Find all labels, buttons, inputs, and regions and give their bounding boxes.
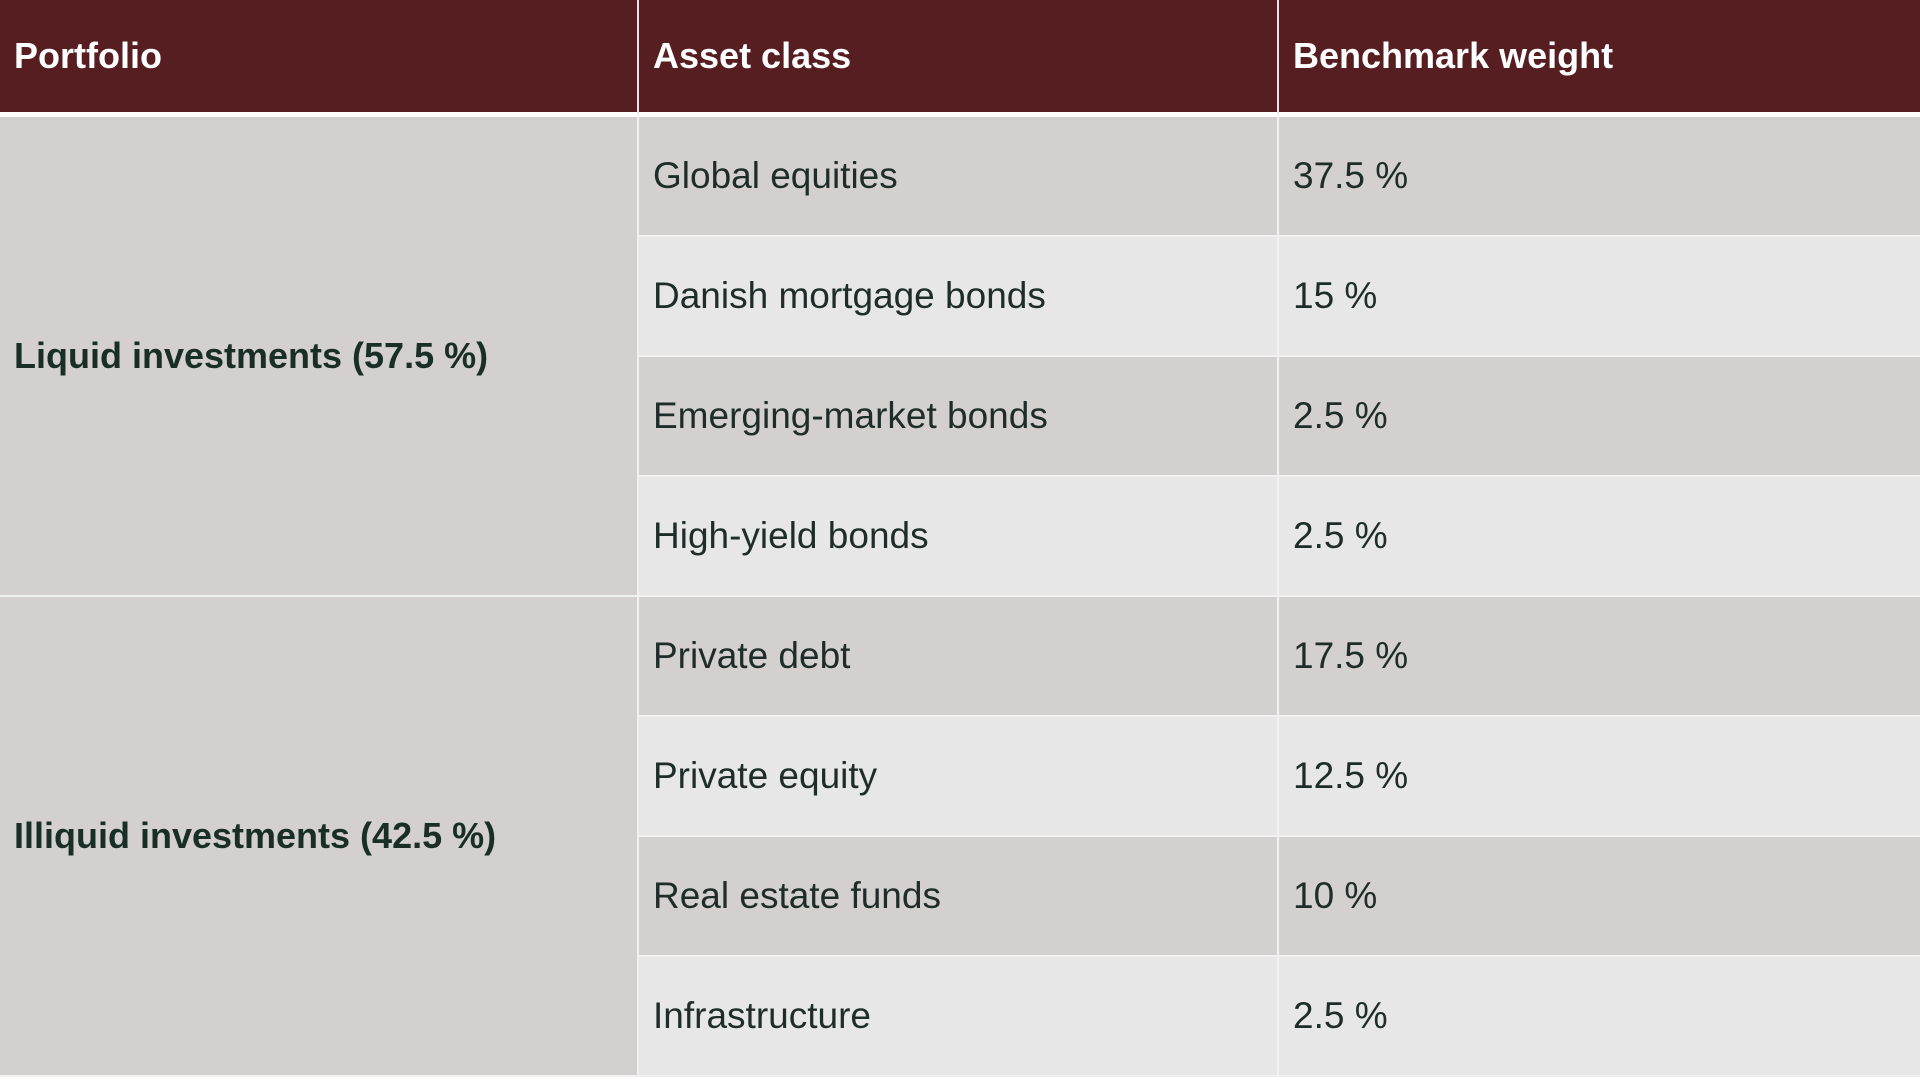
asset-class-cell: Emerging-market bonds: [639, 357, 1279, 477]
table-row: Emerging-market bonds 2.5 %: [0, 357, 1920, 477]
table-body: Liquid investments (57.5 %) Global equit…: [0, 117, 1920, 1077]
portfolio-group-liquid: Liquid investments (57.5 %): [0, 117, 639, 597]
table-row: Infrastructure 2.5 %: [0, 957, 1920, 1077]
table-row: Real estate funds 10 %: [0, 837, 1920, 957]
weight-cell: 15 %: [1279, 237, 1920, 357]
header-benchmark-weight: Benchmark weight: [1279, 0, 1920, 117]
asset-class-cell: High-yield bonds: [639, 477, 1279, 597]
asset-class-cell: Private debt: [639, 597, 1279, 717]
weight-cell: 2.5 %: [1279, 357, 1920, 477]
weight-cell: 37.5 %: [1279, 117, 1920, 237]
table-row: High-yield bonds 2.5 %: [0, 477, 1920, 597]
portfolio-group-illiquid: Illiquid investments (42.5 %): [0, 597, 639, 1077]
weight-cell: 17.5 %: [1279, 597, 1920, 717]
asset-class-cell: Infrastructure: [639, 957, 1279, 1077]
weight-cell: 2.5 %: [1279, 477, 1920, 597]
weight-cell: 2.5 %: [1279, 957, 1920, 1077]
weight-cell: 12.5 %: [1279, 717, 1920, 837]
asset-class-cell: Global equities: [639, 117, 1279, 237]
asset-class-cell: Danish mortgage bonds: [639, 237, 1279, 357]
table-header: Portfolio Asset class Benchmark weight: [0, 0, 1920, 117]
table-row: Private equity 12.5 %: [0, 717, 1920, 837]
table-row: Liquid investments (57.5 %) Global equit…: [0, 117, 1920, 597]
weight-cell: 10 %: [1279, 837, 1920, 957]
header-portfolio: Portfolio: [0, 0, 639, 117]
table-row: Danish mortgage bonds 15 %: [0, 237, 1920, 357]
header-asset-class: Asset class: [639, 0, 1279, 117]
asset-class-cell: Private equity: [639, 717, 1279, 837]
asset-class-cell: Real estate funds: [639, 837, 1279, 957]
header-row: Portfolio Asset class Benchmark weight: [0, 0, 1920, 117]
table-row: Illiquid investments (42.5 %) Private de…: [0, 597, 1920, 1077]
